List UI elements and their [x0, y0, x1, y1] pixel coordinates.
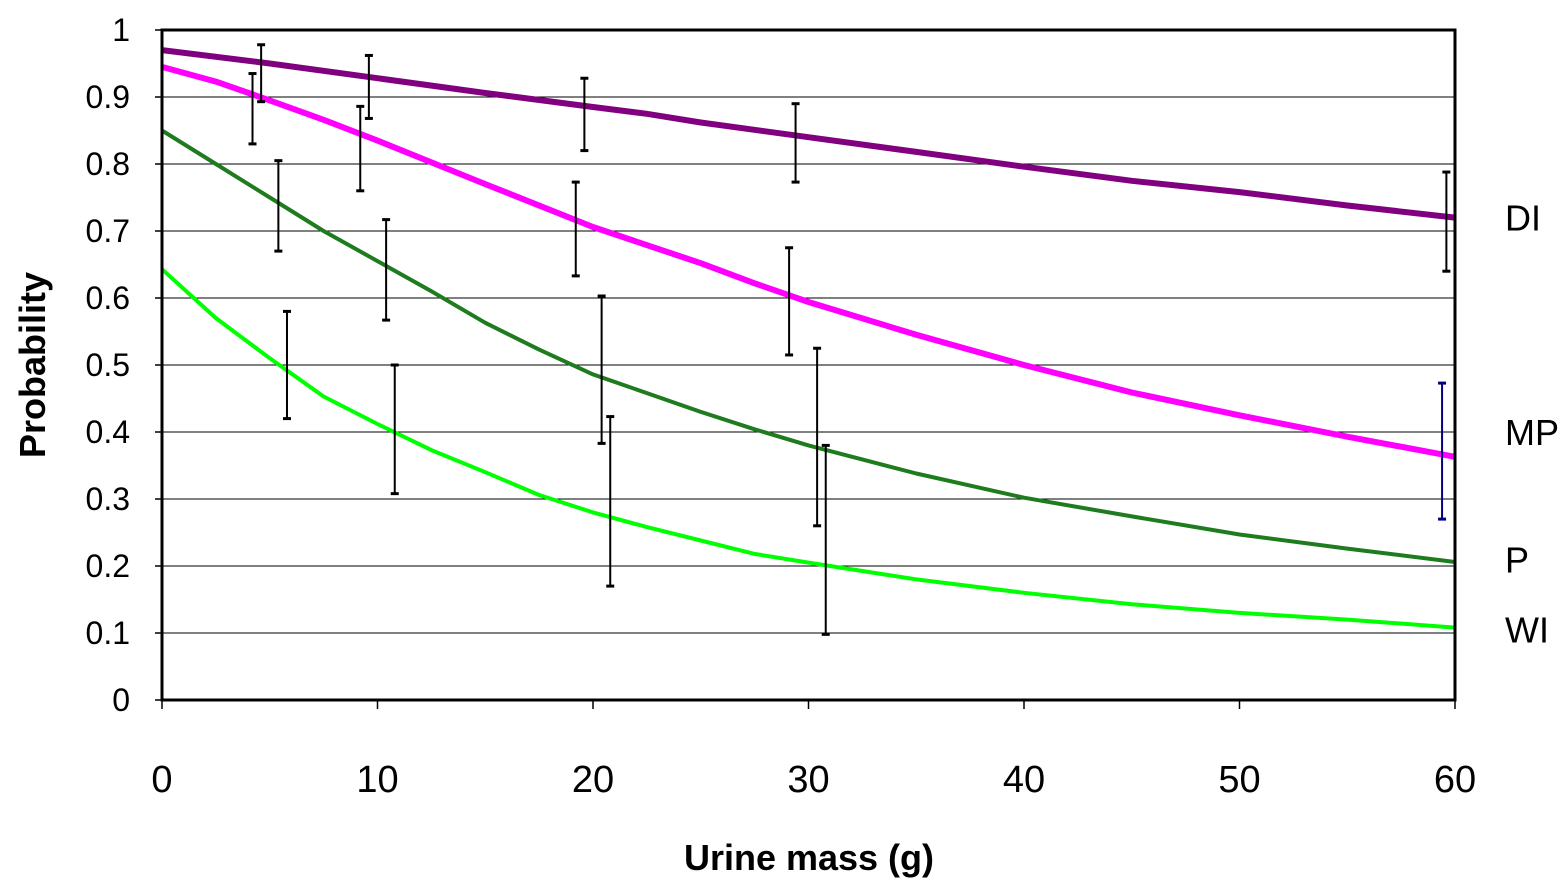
error-bar-di: [580, 76, 589, 153]
series-lines: [160, 47, 1456, 630]
series-label-wi: WI: [1505, 610, 1549, 651]
error-bar-di: [791, 102, 800, 184]
y-tick-label: 0.5: [86, 347, 130, 383]
y-tick-label: 0.4: [86, 414, 130, 450]
error-bar-wi: [606, 415, 615, 588]
y-tick-label: 1: [112, 12, 130, 48]
x-axis: 0 10 20 30 40 50 60: [151, 700, 1476, 801]
x-tick-label: 40: [1003, 759, 1045, 801]
y-axis-title: Probability: [12, 272, 53, 458]
y-tick-label: 0.2: [86, 548, 130, 584]
error-bar-p: [274, 159, 283, 253]
series-label-mp: MP: [1505, 412, 1559, 453]
y-tick-label: 0.1: [86, 615, 130, 651]
error-bar-di: [1442, 170, 1451, 273]
y-tick-label: 0.8: [86, 146, 130, 182]
error-bar-wi: [282, 309, 291, 421]
y-tick-label: 0.7: [86, 213, 130, 249]
gridlines: [162, 96, 1455, 634]
y-tick-label: 0.6: [86, 280, 130, 316]
x-tick-label: 60: [1434, 759, 1476, 801]
error-bar-mp: [571, 180, 580, 278]
error-bar-p: [597, 294, 606, 445]
x-tick-label: 30: [787, 759, 829, 801]
error-bar-wi: [821, 443, 830, 636]
series-line-p: [160, 128, 1456, 564]
error-bar-di: [257, 43, 266, 104]
series-labels: DI MP P WI: [1505, 198, 1559, 651]
series-line-wi: [160, 267, 1456, 630]
error-bars: [248, 43, 1451, 636]
error-bar-mp: [1438, 381, 1447, 521]
series-line-di: [161, 47, 1456, 221]
series-line-mp: [161, 64, 1456, 460]
series-label-p: P: [1505, 539, 1529, 580]
error-bar-di: [364, 53, 373, 120]
error-bar-p: [382, 218, 391, 322]
x-tick-label: 20: [572, 759, 614, 801]
series-label-di: DI: [1505, 198, 1541, 239]
error-bar-wi: [390, 363, 399, 496]
y-axis: 0 0.1 0.2 0.3 0.4 0.5 0.6 0.7 0.8 0.9 1: [86, 12, 162, 718]
y-tick-label: 0: [112, 682, 130, 718]
y-tick-label: 0.9: [86, 79, 130, 115]
error-bar-p: [813, 346, 822, 528]
x-tick-label: 50: [1218, 759, 1260, 801]
x-tick-label: 0: [151, 759, 172, 801]
x-axis-title: Urine mass (g): [684, 837, 934, 878]
y-tick-label: 0.3: [86, 481, 130, 517]
error-bar-mp: [785, 246, 794, 357]
error-bar-mp: [356, 104, 365, 193]
x-tick-label: 10: [356, 759, 398, 801]
error-bar-di: [248, 72, 257, 146]
